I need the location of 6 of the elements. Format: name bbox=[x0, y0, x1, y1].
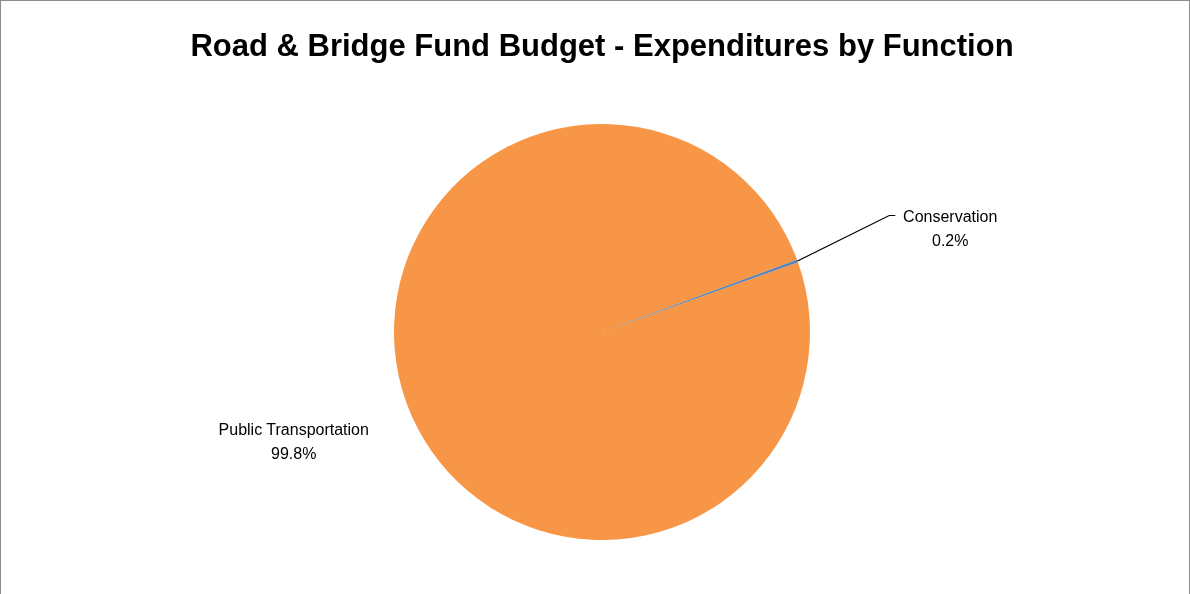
pie-slice bbox=[394, 124, 810, 540]
slice-label: Public Transportation bbox=[218, 420, 369, 438]
data-label: 0.2% bbox=[932, 231, 969, 249]
slice-label: Conservation bbox=[903, 207, 998, 225]
data-label: 99.8% bbox=[271, 444, 317, 462]
chart-title: Road & Bridge Fund Budget - Expenditures by Function bbox=[190, 28, 1014, 63]
